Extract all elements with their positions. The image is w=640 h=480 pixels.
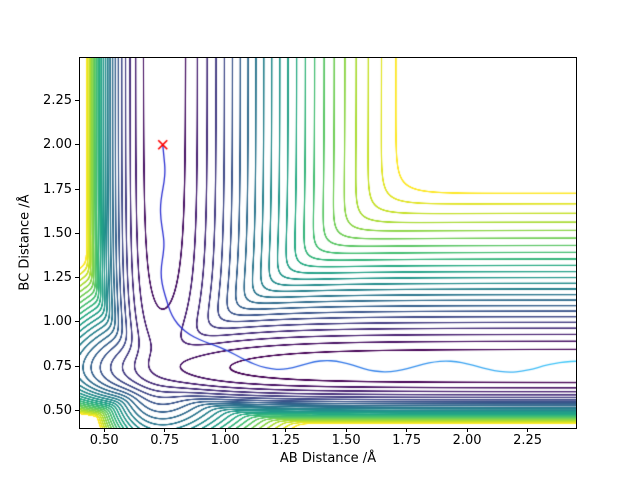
x-tick-label: 1.75: [392, 433, 422, 448]
x-tick-mark: [103, 428, 105, 432]
y-tick-mark: [75, 409, 79, 411]
y-tick-label: 1.75: [43, 181, 72, 197]
x-axis-label: AB Distance /Å: [279, 451, 377, 466]
y-tick-mark: [75, 232, 79, 234]
y-tick-label: 1.50: [43, 225, 72, 241]
x-tick-mark: [466, 428, 468, 432]
contour-canvas: [80, 58, 576, 428]
y-tick-mark: [75, 277, 79, 279]
x-tick-mark: [285, 428, 287, 432]
x-tick-label: 1.25: [271, 433, 301, 448]
x-tick-label: 1.50: [331, 433, 361, 448]
y-tick-mark: [75, 188, 79, 190]
y-tick-mark: [75, 321, 79, 323]
y-tick-label: 0.75: [43, 358, 72, 374]
y-tick-mark: [75, 99, 79, 101]
x-tick-mark: [406, 428, 408, 432]
y-tick-mark: [75, 144, 79, 146]
y-tick-mark: [75, 365, 79, 367]
x-tick-mark: [164, 428, 166, 432]
x-tick-mark: [527, 428, 529, 432]
y-tick-label: 1.25: [43, 270, 72, 286]
x-tick-label: 1.00: [210, 433, 240, 448]
plot-area: [79, 57, 577, 429]
x-tick-label: 0.75: [150, 433, 180, 448]
x-tick-mark: [345, 428, 347, 432]
y-tick-label: 2.00: [43, 137, 72, 153]
y-tick-label: 0.50: [43, 402, 72, 418]
y-axis-label: BC Distance /Å: [17, 194, 33, 291]
x-tick-label: 0.50: [89, 433, 119, 448]
x-tick-label: 2.00: [452, 433, 482, 448]
x-tick-mark: [224, 428, 226, 432]
y-tick-label: 1.00: [43, 314, 72, 330]
x-tick-label: 2.25: [513, 433, 543, 448]
y-tick-label: 2.25: [43, 92, 72, 108]
